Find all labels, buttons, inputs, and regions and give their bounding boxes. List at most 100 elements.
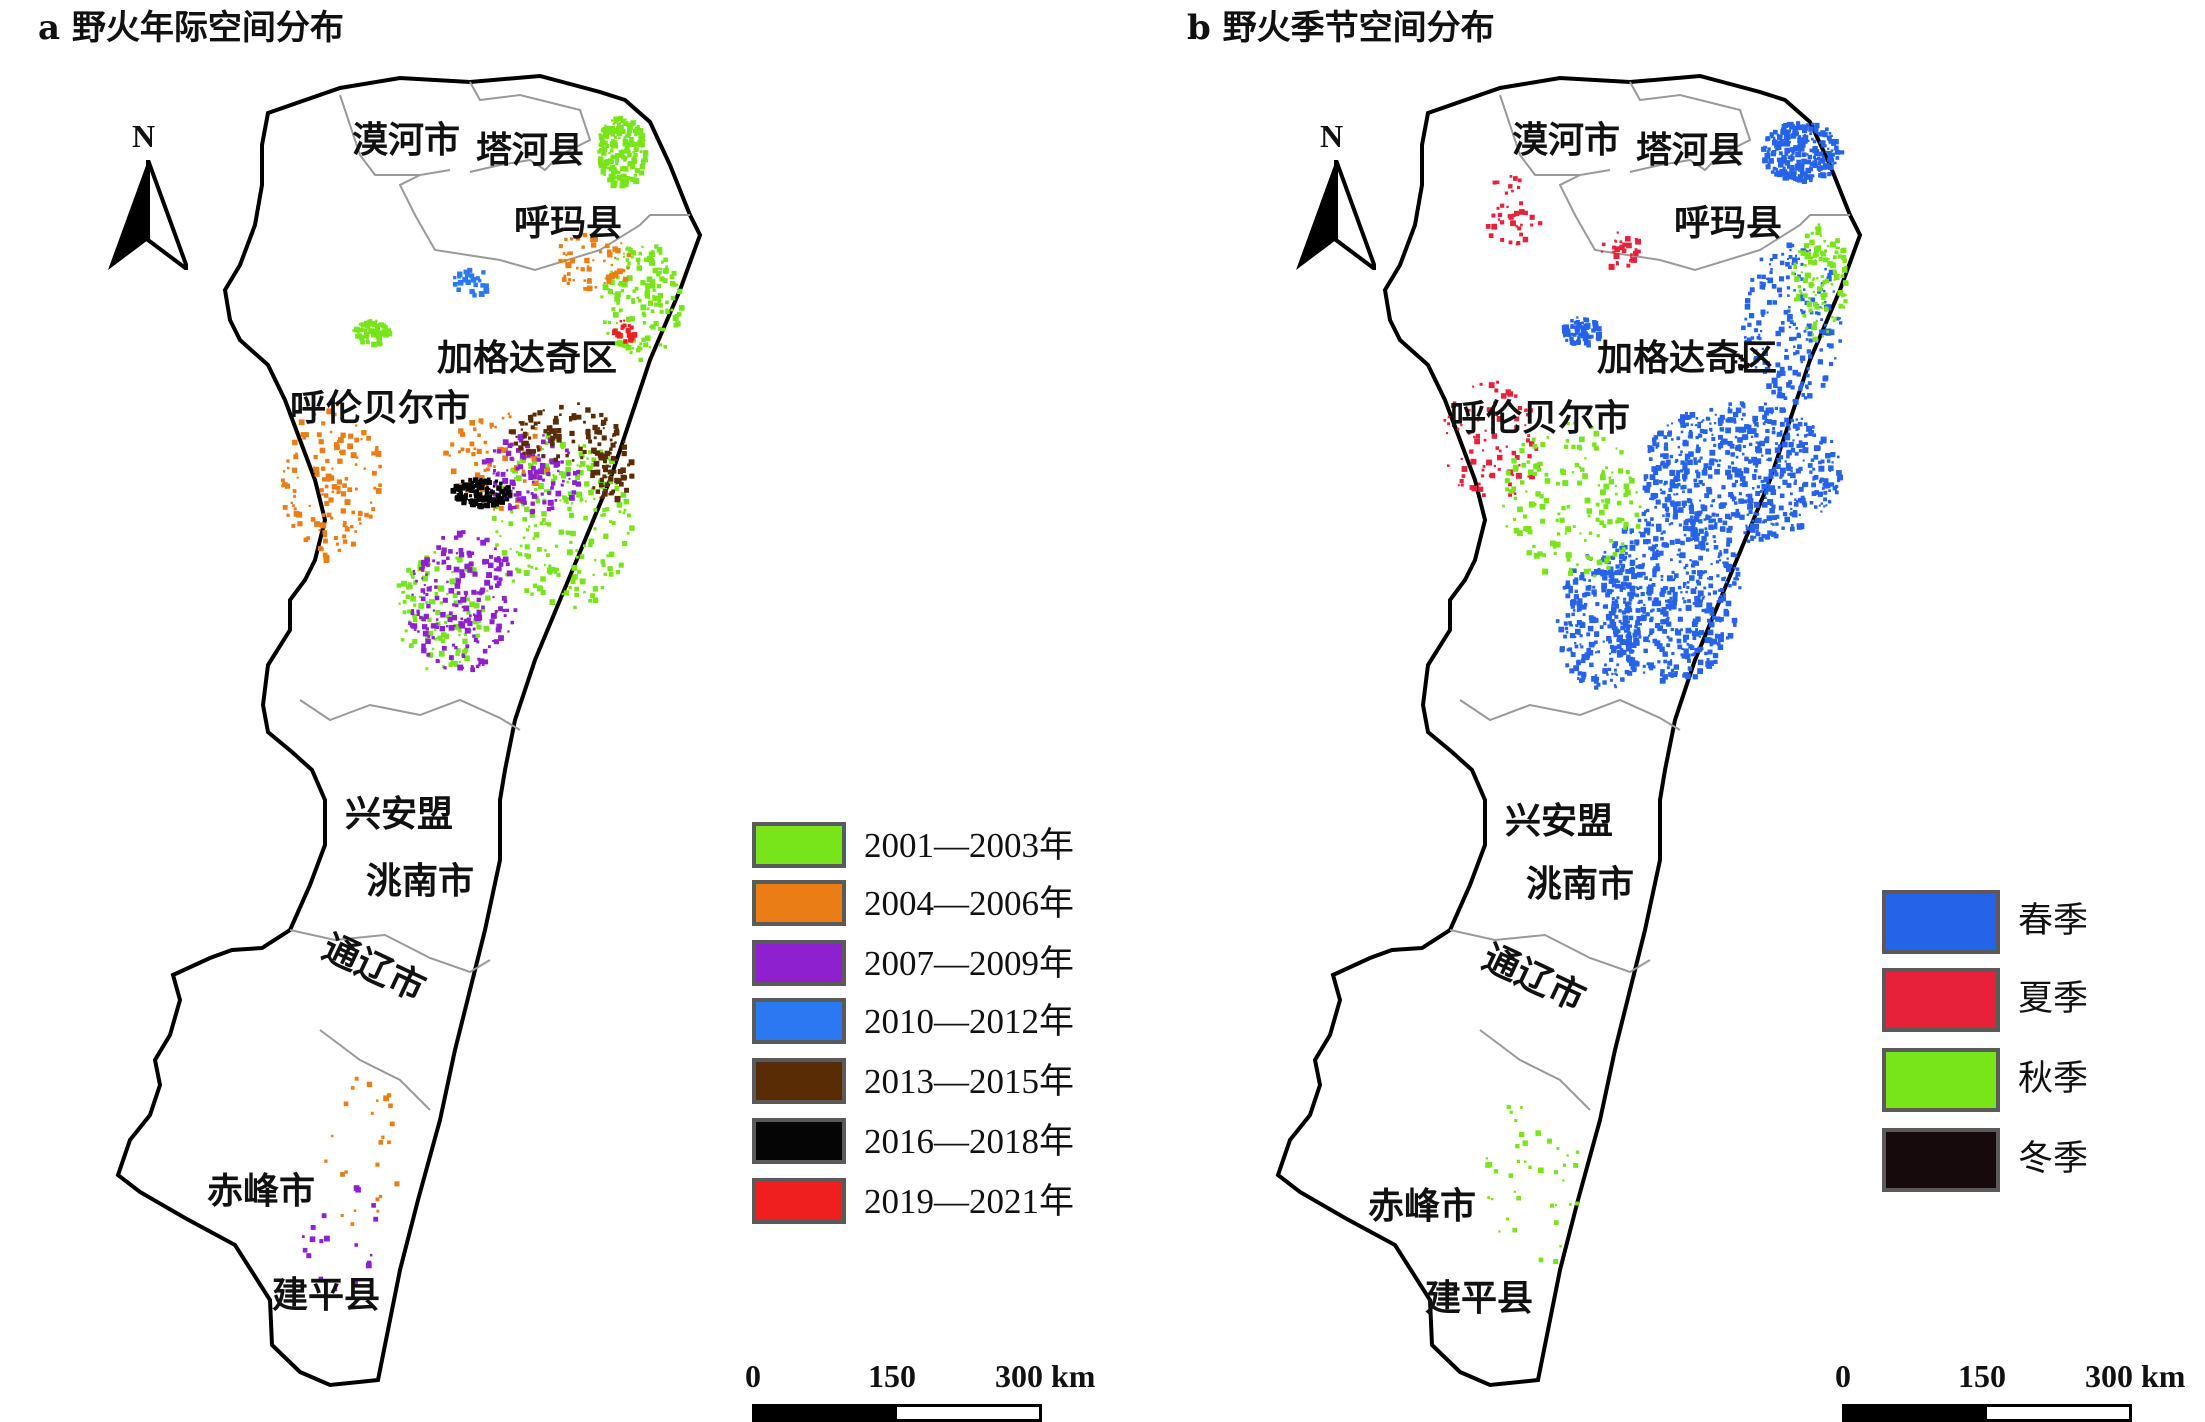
fire-point	[534, 524, 537, 528]
fire-point	[476, 497, 481, 501]
fire-point	[1808, 126, 1814, 132]
fire-point	[584, 500, 587, 503]
fire-point	[1719, 427, 1725, 432]
fire-point	[1684, 415, 1690, 420]
fire-point	[1609, 539, 1613, 543]
fire-point	[347, 487, 353, 492]
fire-point	[412, 617, 418, 623]
fire-point	[609, 451, 612, 455]
fire-point	[323, 557, 330, 563]
fire-point	[460, 617, 464, 621]
fire-point	[350, 1222, 355, 1226]
fire-point	[1596, 326, 1602, 332]
fire-point	[488, 499, 492, 503]
fire-point	[1629, 585, 1636, 592]
fire-point	[1587, 584, 1592, 589]
fire-point	[1667, 590, 1672, 595]
fire-point	[600, 139, 606, 145]
fire-point	[1580, 572, 1585, 577]
fire-point	[1569, 623, 1572, 627]
fire-point	[1655, 549, 1659, 553]
fire-point	[1737, 437, 1743, 443]
fire-point	[1786, 141, 1790, 145]
fire-point	[443, 666, 447, 670]
fire-point	[1699, 428, 1704, 433]
fire-point	[318, 529, 321, 532]
fire-point	[1668, 608, 1672, 611]
fire-point	[604, 128, 607, 131]
fire-point	[571, 490, 577, 495]
fire-point	[1772, 427, 1775, 430]
fire-point	[586, 278, 592, 284]
fire-point	[516, 448, 521, 453]
fire-point	[1644, 518, 1648, 522]
fire-point	[1808, 338, 1813, 343]
fire-point	[1719, 550, 1722, 553]
fire-point	[1767, 147, 1771, 151]
fire-point	[484, 481, 487, 484]
fire-point	[562, 252, 566, 255]
fire-point	[1716, 600, 1719, 603]
fire-point	[1613, 608, 1616, 611]
fire-point	[1596, 534, 1600, 538]
fire-point	[485, 450, 489, 454]
fire-point	[528, 436, 532, 440]
fire-point	[1733, 566, 1736, 570]
fire-point	[1491, 1197, 1494, 1201]
fire-point	[518, 421, 521, 424]
fire-point	[1586, 342, 1591, 348]
fire-point	[493, 508, 496, 511]
fire-point	[1680, 430, 1684, 434]
fire-point	[1841, 293, 1845, 298]
fire-point	[1611, 647, 1617, 654]
scale-bar	[752, 1404, 1042, 1422]
fire-point	[482, 648, 488, 654]
fire-point	[1641, 565, 1645, 569]
fire-point	[563, 471, 569, 477]
fire-point	[542, 409, 545, 412]
fire-point	[1813, 321, 1817, 326]
fire-point	[1620, 542, 1625, 546]
fire-point	[1754, 328, 1758, 333]
fire-point	[1773, 129, 1778, 135]
fire-point	[628, 459, 635, 466]
fire-point	[1696, 596, 1701, 601]
fire-point	[1566, 422, 1570, 426]
fire-point	[598, 133, 602, 137]
fire-point	[463, 269, 469, 275]
fire-point	[1710, 504, 1713, 508]
fire-point	[1707, 629, 1714, 636]
fire-point	[1447, 464, 1450, 467]
fire-point	[1478, 486, 1484, 492]
fire-point	[434, 595, 440, 601]
fire-point	[568, 477, 571, 480]
fire-point	[1794, 276, 1800, 282]
fire-point	[1682, 442, 1685, 446]
fire-point	[1593, 569, 1600, 575]
fire-point	[1443, 419, 1447, 422]
fire-point	[582, 444, 587, 448]
fire-point	[519, 544, 523, 548]
fire-point	[1666, 621, 1672, 627]
fire-point	[584, 481, 590, 487]
fire-point	[1809, 148, 1814, 153]
fire-point	[539, 462, 546, 469]
fire-point	[616, 130, 623, 137]
fire-point	[1514, 455, 1520, 460]
fire-point	[319, 522, 325, 528]
fire-point	[546, 472, 551, 477]
fire-point	[1630, 657, 1636, 662]
fire-point	[1702, 467, 1708, 473]
fire-point	[1715, 560, 1720, 564]
fire-point	[581, 245, 585, 249]
fire-point	[509, 479, 516, 486]
fire-point	[538, 483, 544, 489]
fire-point	[1661, 607, 1667, 612]
fire-point	[1697, 668, 1703, 674]
fire-point	[627, 134, 631, 138]
fire-point	[518, 438, 524, 443]
fire-point	[1820, 383, 1826, 388]
fire-point	[1663, 586, 1666, 589]
fire-point	[1834, 150, 1839, 155]
fire-point	[1795, 499, 1799, 503]
